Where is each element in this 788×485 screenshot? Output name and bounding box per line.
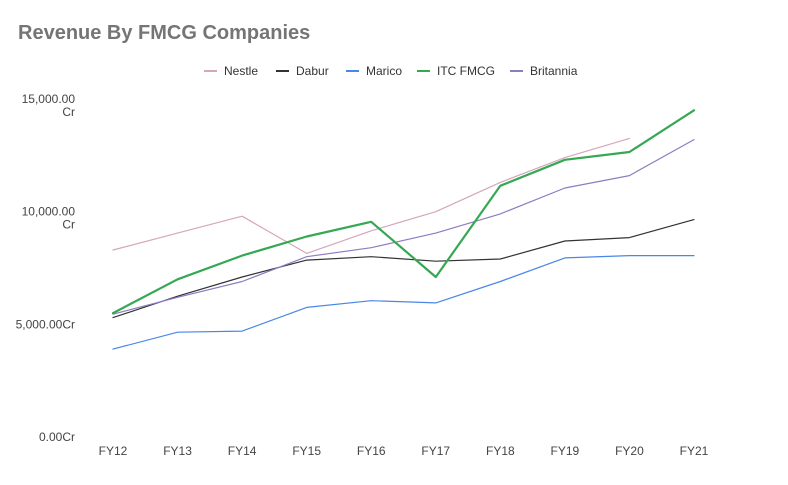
chart-title: Revenue By FMCG Companies [18,22,311,44]
series-line-dabur [112,219,695,319]
legend-label: Britannia [530,64,578,78]
legend-item: Dabur [276,64,329,78]
x-tick-label: FY12 [99,444,128,458]
y-tick-label: 5,000.00Cr [16,317,75,331]
legend-item: Britannia [510,64,578,78]
x-tick-label: FY16 [357,444,386,458]
y-tick-label: 10,000.00 Cr [22,205,76,232]
series-line-nestle [112,137,631,254]
x-tick-label: FY20 [615,444,644,458]
legend-label: Marico [366,64,402,78]
x-tick-label: FY17 [421,444,450,458]
y-tick-label: 0.00Cr [39,430,75,444]
series-line-itc-fmcg [111,109,696,315]
plot-area [111,109,696,350]
legend-label: ITC FMCG [437,64,495,78]
y-tick-label: 15,000.00 Cr [22,92,76,119]
y-axis: 0.00Cr 5,000.00Cr 10,000.00 Cr 15,000.00 Cr [16,92,76,444]
x-tick-label: FY18 [486,444,515,458]
legend-item: Marico [346,64,402,78]
legend: Nestle Dabur Marico ITC FMCG Britannia [204,64,578,78]
x-tick-label: FY19 [551,444,580,458]
x-tick-label: FY15 [292,444,321,458]
legend-label: Nestle [224,64,258,78]
legend-item: Nestle [204,64,258,78]
x-tick-label: FY13 [163,444,192,458]
legend-item: ITC FMCG [417,64,495,78]
series-line-marico [112,255,695,350]
series-line-britannia [112,139,695,315]
x-tick-label: FY21 [680,444,709,458]
x-axis: FY12 FY13 FY14 FY15 FY16 FY17 FY18 FY19 FY20 FY21 [99,444,709,458]
legend-label: Dabur [296,64,329,78]
x-tick-label: FY14 [228,444,257,458]
